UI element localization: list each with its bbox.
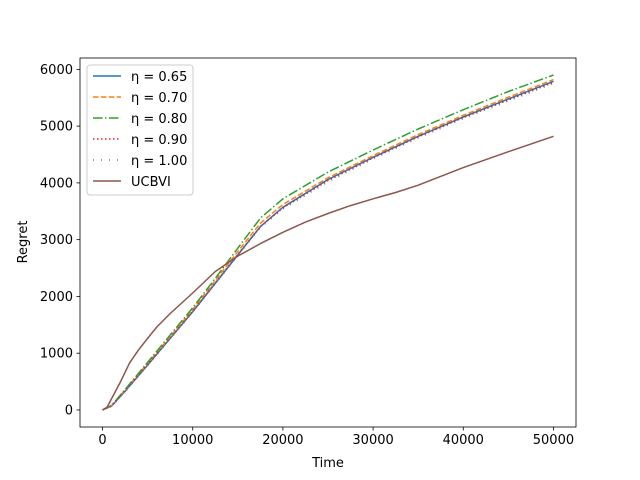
y-tick-label: 2000 (40, 290, 73, 305)
y-tick-label: 3000 (40, 233, 73, 248)
legend-label-5: η = 1.00 (131, 154, 187, 169)
legend-label-6: UCBVI (131, 175, 171, 190)
x-tick-label: 10000 (172, 433, 213, 448)
y-tick-label: 4000 (40, 176, 73, 191)
series-layer (102, 74, 554, 411)
legend-label-3: η = 0.80 (131, 112, 187, 127)
series-line-4 (102, 81, 554, 411)
legend: η = 0.65 η = 0.70 η = 0.80 η = 0.90 η = 1.00… (86, 64, 194, 196)
series-line-5 (102, 82, 554, 411)
x-axis-label: Time (311, 456, 344, 471)
x-tick-label: 50000 (533, 433, 574, 448)
axes-layer: 0 10000 20000 30000 40000 50000 0 1000 2000 3000 4… (40, 57, 577, 448)
series-line-3 (102, 74, 554, 411)
axes-frame (79, 57, 577, 428)
y-tick-label: 6000 (40, 63, 73, 78)
legend-label-4: η = 0.90 (131, 133, 187, 148)
y-axis-label: Regret (16, 221, 31, 264)
y-tick-label: 1000 (40, 347, 73, 362)
legend-label-2: η = 0.70 (131, 91, 187, 106)
y-tick-label: 0 (65, 403, 73, 418)
x-tick-label: 0 (98, 433, 106, 448)
legend-label-1: η = 0.65 (131, 70, 187, 85)
x-tick-label: 30000 (352, 433, 393, 448)
x-tick-label: 20000 (262, 433, 303, 448)
x-tick-label: 40000 (443, 433, 484, 448)
y-tick-label: 5000 (40, 120, 73, 135)
series-line-6 (102, 135, 554, 411)
